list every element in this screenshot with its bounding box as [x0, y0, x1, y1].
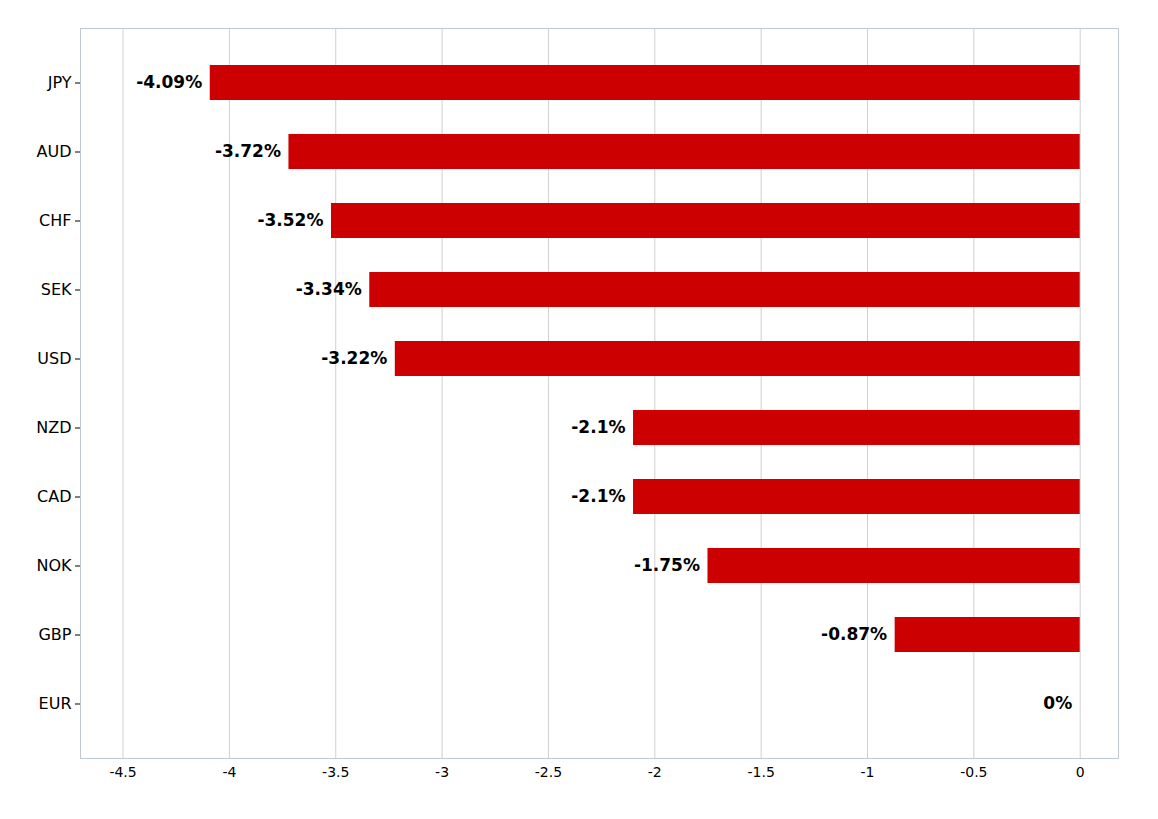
svg-text:-0.5: -0.5: [960, 764, 987, 780]
svg-text:-1: -1: [861, 764, 875, 780]
svg-text:NOK: NOK: [36, 556, 72, 575]
svg-text:-3.34%: -3.34%: [296, 279, 362, 299]
svg-text:-0.87%: -0.87%: [821, 624, 887, 644]
svg-text:-3: -3: [435, 764, 449, 780]
svg-text:0: 0: [1076, 764, 1085, 780]
svg-text:-4: -4: [222, 764, 236, 780]
svg-text:0%: 0%: [1043, 693, 1072, 713]
svg-text:-3.22%: -3.22%: [321, 348, 387, 368]
svg-text:USD: USD: [37, 349, 71, 368]
svg-text:EUR: EUR: [39, 694, 72, 713]
svg-text:-1.5: -1.5: [747, 764, 774, 780]
svg-text:GBP: GBP: [38, 625, 71, 644]
svg-text:CHF: CHF: [39, 211, 71, 230]
svg-text:NZD: NZD: [36, 418, 71, 437]
svg-text:-2.1%: -2.1%: [571, 486, 625, 506]
svg-text:CAD: CAD: [37, 487, 71, 506]
svg-text:JPY: JPY: [47, 73, 72, 92]
svg-text:-4.5: -4.5: [109, 764, 136, 780]
svg-text:-3.5: -3.5: [322, 764, 349, 780]
svg-text:-2: -2: [648, 764, 662, 780]
svg-text:AUD: AUD: [37, 142, 72, 161]
svg-text:-1.75%: -1.75%: [634, 555, 700, 575]
svg-text:-2.1%: -2.1%: [571, 417, 625, 437]
svg-text:-3.72%: -3.72%: [215, 141, 281, 161]
svg-text:-2.5: -2.5: [535, 764, 562, 780]
svg-text:-4.09%: -4.09%: [136, 72, 202, 92]
svg-text:SEK: SEK: [41, 280, 72, 299]
svg-text:-3.52%: -3.52%: [257, 210, 323, 230]
